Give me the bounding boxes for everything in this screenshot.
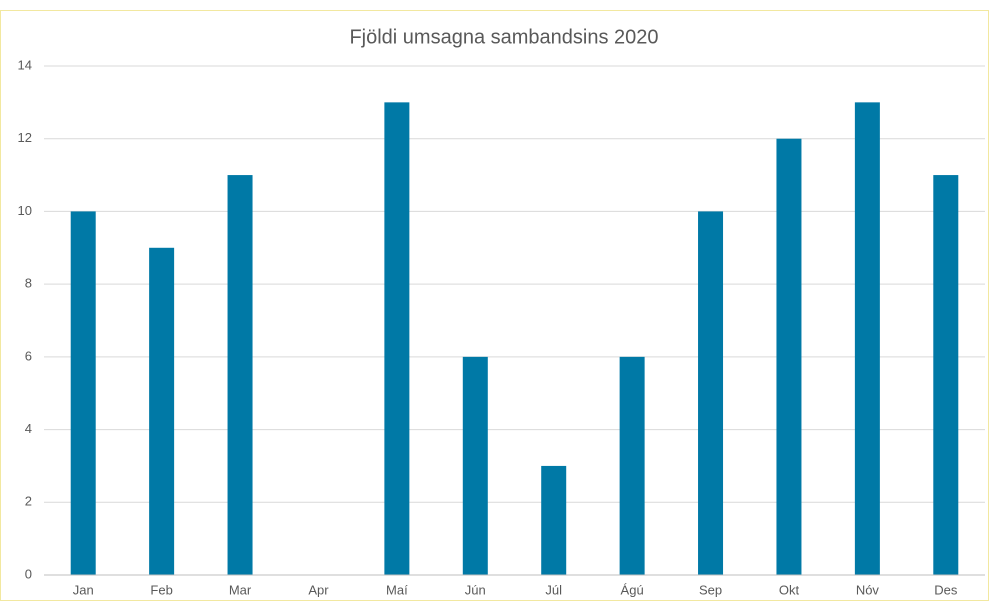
x-tick-label: Des	[934, 582, 958, 597]
x-tick-label: Mar	[229, 582, 252, 597]
chart-title: Fjöldi umsagna sambandsins 2020	[349, 26, 658, 48]
x-tick-label: Okt	[779, 582, 800, 597]
bar	[776, 138, 802, 575]
bar	[462, 356, 488, 575]
x-tick-label: Maí	[386, 582, 408, 597]
bar	[933, 175, 959, 576]
bar	[698, 211, 724, 575]
bar	[619, 356, 645, 575]
chart-frame	[0, 10, 989, 601]
x-tick-label: Jan	[73, 582, 94, 597]
y-tick-label: 10	[18, 203, 32, 218]
x-tick-label: Júl	[545, 582, 562, 597]
x-tick-label: Jún	[465, 582, 486, 597]
bar	[854, 102, 880, 575]
y-tick-label: 6	[25, 348, 32, 363]
x-tick-label: Sep	[699, 582, 722, 597]
bar	[149, 247, 175, 576]
y-tick-label: 0	[25, 566, 32, 581]
bar	[384, 102, 410, 575]
x-tick-label: Ágú	[621, 582, 644, 597]
y-tick-label: 14	[18, 57, 32, 72]
y-tick-label: 4	[25, 421, 32, 436]
y-tick-label: 12	[18, 130, 32, 145]
bar	[70, 211, 96, 575]
x-tick-label: Apr	[308, 582, 329, 597]
y-tick-label: 8	[25, 276, 32, 291]
bar	[227, 175, 253, 576]
y-tick-label: 2	[25, 494, 32, 509]
x-tick-label: Nóv	[856, 582, 880, 597]
bar	[541, 465, 567, 575]
x-tick-label: Feb	[150, 582, 172, 597]
